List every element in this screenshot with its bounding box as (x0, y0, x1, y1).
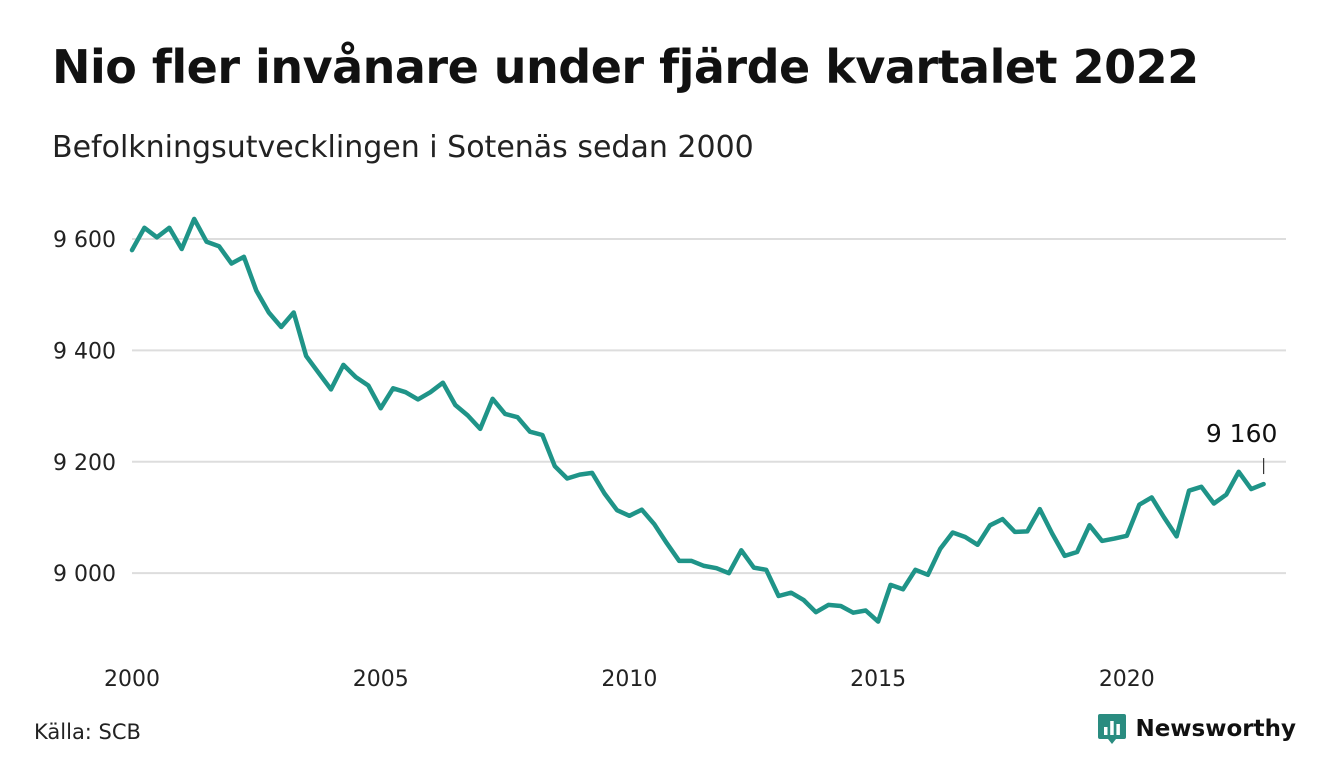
chart-title: Nio fler invånare under fjärde kvartalet… (52, 40, 1199, 94)
newsworthy-logo: Newsworthy (1097, 712, 1296, 746)
y-tick-label: 9 200 (53, 451, 116, 476)
x-tick-label: 2010 (601, 667, 657, 692)
x-tick-label: 2000 (104, 667, 160, 692)
y-tick-label: 9 600 (53, 228, 116, 253)
y-tick-label: 9 400 (53, 339, 116, 364)
population-line (129, 216, 1266, 624)
chart-subtitle: Befolkningsutvecklingen i Sotenäs sedan … (52, 130, 754, 165)
brand-name: Newsworthy (1135, 716, 1296, 742)
y-axis-tick-labels: 9 000 9 200 9 400 9 600 (53, 228, 116, 587)
x-tick-label: 2020 (1099, 667, 1155, 692)
x-tick-label: 2015 (850, 667, 906, 692)
newsworthy-logo-icon (1098, 714, 1127, 744)
annotation-value-label: 9 160 (1206, 419, 1278, 448)
x-tick-label: 2005 (353, 667, 409, 692)
source-credit: Källa: SCB (34, 720, 141, 744)
y-tick-label: 9 000 (53, 562, 116, 587)
grid-lines (132, 237, 1286, 575)
x-axis-tick-labels: 2000 2005 2010 2015 2020 (104, 667, 1155, 692)
